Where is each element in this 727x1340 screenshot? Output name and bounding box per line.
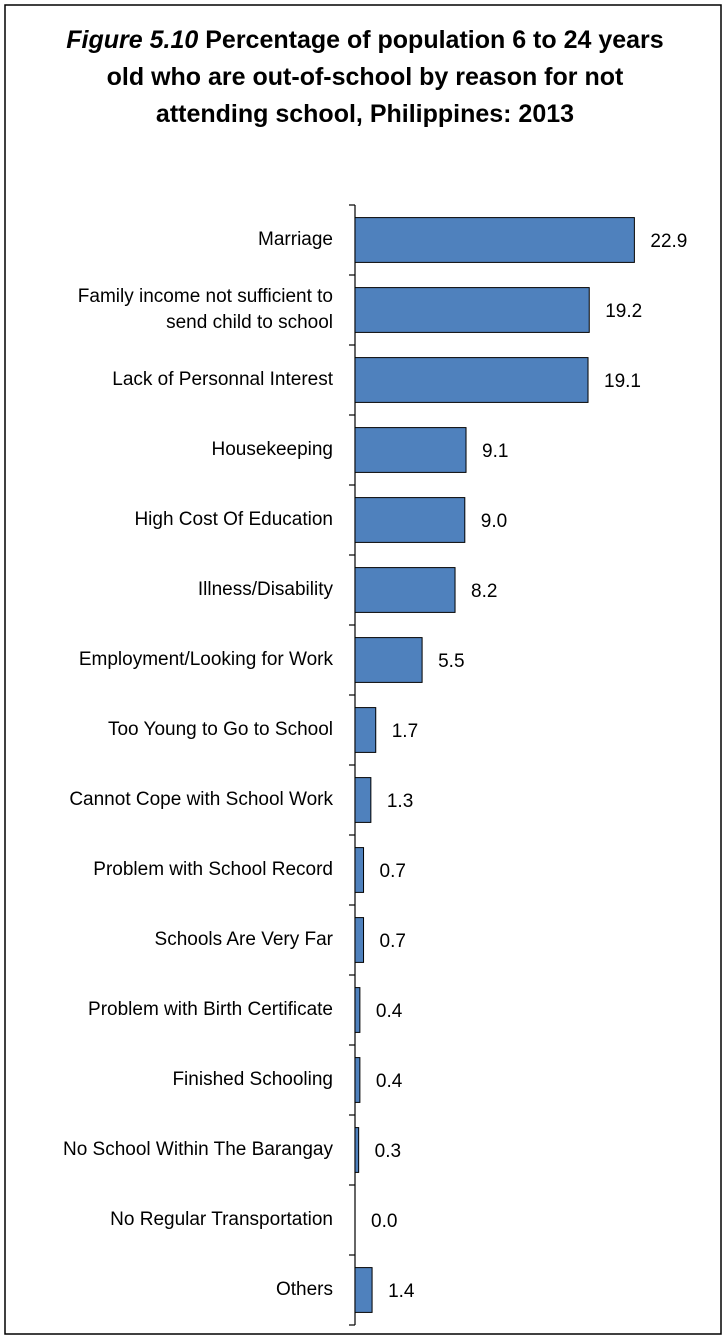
value-label: 0.7 — [380, 931, 406, 952]
value-label: 9.0 — [481, 511, 507, 532]
category-label: Lack of Personnal Interest — [112, 369, 333, 390]
value-label: 8.2 — [471, 581, 497, 602]
category-label: High Cost Of Education — [134, 509, 333, 530]
value-label: 0.0 — [371, 1211, 397, 1232]
bar — [354, 987, 361, 1033]
value-label: 22.9 — [650, 231, 687, 252]
value-label: 0.4 — [376, 1071, 403, 1092]
bar — [354, 637, 423, 683]
frame — [4, 4, 722, 1335]
bar — [354, 1057, 361, 1103]
category-label: No Regular Transportation — [110, 1209, 333, 1230]
value-label: 1.3 — [387, 791, 413, 812]
bar — [354, 707, 377, 753]
bar — [354, 357, 589, 403]
category-label: Cannot Cope with School Work — [69, 789, 333, 810]
value-label: 5.5 — [438, 651, 464, 672]
category-label: Family income not sufficient to send chi… — [77, 286, 333, 333]
bar — [354, 847, 365, 893]
bar — [354, 217, 635, 263]
value-label: 19.2 — [605, 301, 642, 322]
category-label: Marriage — [258, 229, 333, 250]
category-label: Problem with Birth Certificate — [88, 999, 333, 1020]
value-label: 9.1 — [482, 441, 508, 462]
category-label: Too Young to Go to School — [107, 719, 333, 740]
bar — [354, 1267, 373, 1313]
chart-title: Percentage of population 6 to 24 years o… — [106, 26, 664, 128]
category-label: Finished Schooling — [172, 1069, 333, 1090]
value-label: 0.3 — [375, 1141, 401, 1162]
value-label: 1.4 — [388, 1281, 415, 1302]
bar — [354, 777, 372, 823]
category-label: Problem with School Record — [93, 859, 333, 880]
figure-label: Figure 5.10 — [66, 26, 199, 54]
category-label: Housekeeping — [211, 439, 333, 460]
value-label: 1.7 — [392, 721, 418, 742]
bar — [354, 497, 466, 543]
bar — [354, 1127, 360, 1173]
chart-title-block: Figure 5.10 Percentage of population 6 t… — [60, 22, 670, 133]
category-label: Others — [275, 1279, 333, 1300]
category-label: Schools Are Very Far — [154, 929, 333, 950]
category-label: Illness/Disability — [197, 579, 333, 600]
bar — [354, 427, 467, 473]
bar — [354, 287, 590, 333]
value-label: 0.4 — [376, 1001, 403, 1022]
bar — [354, 917, 365, 963]
category-label: No School Within The Barangay — [62, 1139, 333, 1160]
category-label: Employment/Looking for Work — [78, 649, 333, 670]
value-label: 19.1 — [604, 371, 641, 392]
bar — [354, 567, 456, 613]
value-label: 0.7 — [380, 861, 406, 882]
